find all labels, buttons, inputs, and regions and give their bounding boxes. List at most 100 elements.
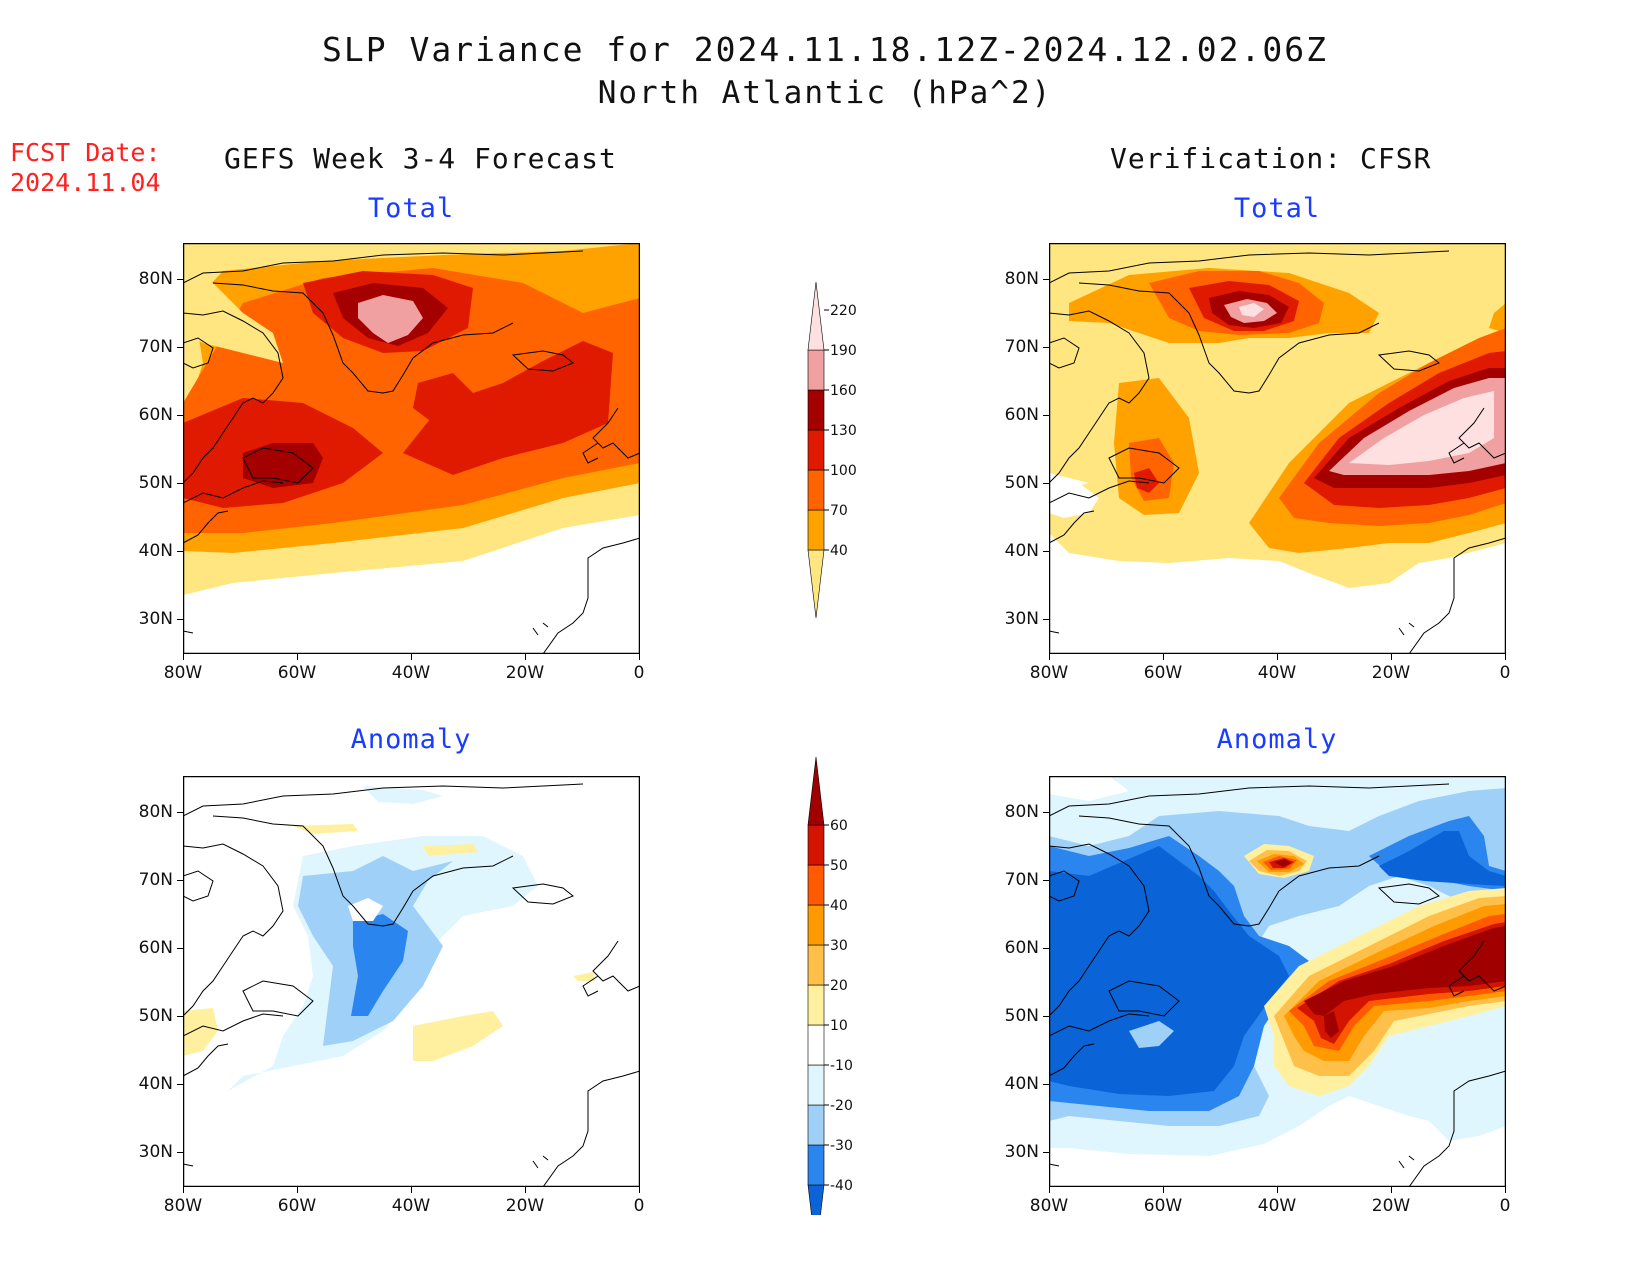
colorbar-swatch — [807, 984, 825, 1026]
lat-tick-label: 80N — [1004, 269, 1039, 289]
fcst-date-label: FCST Date: — [10, 138, 161, 167]
lat-tick-mark — [177, 880, 183, 881]
lon-tick-label: 80W — [163, 1196, 203, 1216]
map-forecast-total — [183, 243, 640, 654]
lat-tick-mark — [177, 948, 183, 949]
colorbar-swatch — [807, 1184, 825, 1215]
colorbar-label: 190 — [830, 343, 857, 359]
colorbar-label: 40 — [830, 543, 848, 559]
lon-tick-mark — [525, 1187, 526, 1193]
panel-title-verif-anomaly: Anomaly — [1216, 724, 1338, 755]
lon-tick-mark — [1277, 654, 1278, 660]
lon-tick-mark — [639, 654, 640, 660]
lon-tick-label: 40W — [1257, 1196, 1297, 1216]
lat-tick-label: 60N — [138, 938, 173, 958]
lon-tick-label: 20W — [1371, 1196, 1411, 1216]
lon-tick-mark — [525, 654, 526, 660]
lon-tick-label: 40W — [1257, 663, 1297, 683]
colorbar-label: 50 — [830, 858, 848, 874]
colorbar-swatch — [807, 1104, 825, 1146]
colorbar-swatch — [807, 904, 825, 946]
lat-tick-mark — [1043, 812, 1049, 813]
lon-tick-label: 0 — [1499, 1196, 1511, 1216]
lon-tick-label: 20W — [1371, 663, 1411, 683]
lat-tick-mark — [177, 1016, 183, 1017]
lat-tick-label: 40N — [1004, 541, 1039, 561]
lon-tick-mark — [1505, 1187, 1506, 1193]
lon-tick-mark — [297, 1187, 298, 1193]
lon-tick-mark — [1505, 654, 1506, 660]
colorbar-label: -40 — [830, 1178, 853, 1194]
colorbar-label: 220 — [830, 303, 857, 319]
panel-title-forecast-total: Total — [367, 193, 455, 224]
colorbar-swatch — [807, 944, 825, 986]
lat-tick-label: 40N — [138, 1074, 173, 1094]
lat-tick-mark — [1043, 619, 1049, 620]
lat-tick-label: 50N — [138, 1006, 173, 1026]
lat-tick-label: 50N — [1004, 1006, 1039, 1026]
main-title: SLP Variance for 2024.11.18.12Z-2024.12.… — [322, 30, 1328, 69]
forecast-column-title: GEFS Week 3-4 Forecast — [224, 142, 617, 175]
colorbar-swatch — [807, 1064, 825, 1106]
lat-tick-label: 40N — [1004, 1074, 1039, 1094]
colorbar-label: 60 — [830, 818, 848, 834]
lat-tick-label: 60N — [1004, 938, 1039, 958]
lon-tick-label: 0 — [633, 663, 645, 683]
colorbar-swatch — [807, 1024, 825, 1066]
colorbar-total: 40 70 100 130 160 190 220 — [807, 281, 857, 619]
lat-tick-label: 30N — [1004, 1142, 1039, 1162]
colorbar-swatch — [807, 509, 825, 551]
lat-tick-mark — [1043, 1152, 1049, 1153]
lat-tick-mark — [1043, 415, 1049, 416]
lon-tick-mark — [297, 654, 298, 660]
lat-tick-mark — [1043, 347, 1049, 348]
lat-tick-mark — [177, 551, 183, 552]
lon-tick-mark — [639, 1187, 640, 1193]
lon-tick-label: 40W — [391, 1196, 431, 1216]
verification-column-title: Verification: CFSR — [1110, 142, 1432, 175]
colorbar-swatch — [807, 389, 825, 431]
lat-tick-label: 60N — [138, 405, 173, 425]
lat-tick-label: 80N — [138, 269, 173, 289]
lon-tick-label: 20W — [505, 1196, 545, 1216]
lat-tick-label: 30N — [138, 609, 173, 629]
colorbar-swatch — [807, 864, 825, 906]
colorbar-swatch — [807, 1144, 825, 1186]
map-verification-total — [1049, 243, 1506, 654]
colorbar-label: 70 — [830, 503, 848, 519]
lat-tick-label: 70N — [1004, 870, 1039, 890]
lat-tick-label: 50N — [138, 473, 173, 493]
lat-tick-mark — [177, 812, 183, 813]
colorbar-label: 160 — [830, 383, 857, 399]
lat-tick-label: 30N — [1004, 609, 1039, 629]
lat-tick-mark — [177, 483, 183, 484]
lon-tick-mark — [1391, 654, 1392, 660]
lon-tick-label: 60W — [277, 663, 317, 683]
lon-tick-mark — [411, 654, 412, 660]
lon-tick-mark — [1049, 654, 1050, 660]
lon-tick-label: 80W — [1029, 1196, 1069, 1216]
colorbar-swatch — [807, 756, 825, 826]
lat-tick-mark — [177, 619, 183, 620]
lat-tick-label: 70N — [138, 337, 173, 357]
lat-tick-mark — [177, 415, 183, 416]
lat-tick-label: 50N — [1004, 473, 1039, 493]
lon-tick-label: 0 — [633, 1196, 645, 1216]
lon-tick-label: 40W — [391, 663, 431, 683]
lon-tick-label: 60W — [277, 1196, 317, 1216]
lat-tick-mark — [1043, 880, 1049, 881]
lat-tick-label: 80N — [138, 802, 173, 822]
colorbar-label: 30 — [830, 938, 848, 954]
colorbar-anomaly: -40 -30 -20 -10 10 20 30 40 50 60 — [807, 756, 853, 1215]
colorbar-label: -20 — [830, 1098, 853, 1114]
colorbar-swatch — [807, 824, 825, 866]
lon-tick-mark — [183, 654, 184, 660]
lat-tick-mark — [177, 1152, 183, 1153]
colorbar-label: 20 — [830, 978, 848, 994]
panel-title-verif-total: Total — [1233, 193, 1321, 224]
colorbar-label: -30 — [830, 1138, 853, 1154]
colorbar-swatch — [807, 281, 825, 351]
panel-title-forecast-anomaly: Anomaly — [350, 724, 472, 755]
colorbar-swatch — [807, 429, 825, 471]
lon-tick-mark — [1049, 1187, 1050, 1193]
